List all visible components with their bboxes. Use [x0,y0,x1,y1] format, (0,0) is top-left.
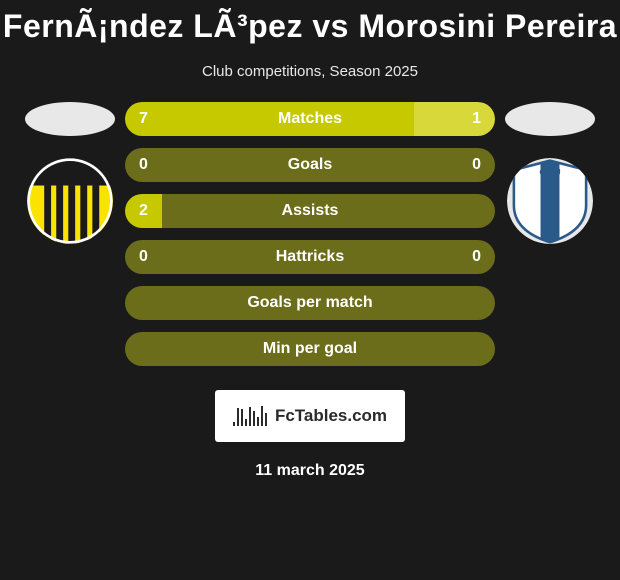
stat-bar-matches: 7 1 Matches [125,102,495,136]
stat-label: Matches [278,110,342,128]
right-avatar-placeholder [505,102,595,136]
stat-value-right: 0 [472,248,481,266]
stat-value-right: 0 [472,156,481,174]
stat-bar-assists: 2 Assists [125,194,495,228]
stat-bar-min-per-goal: Min per goal [125,332,495,366]
juventud-crest-icon: C A J [507,158,593,244]
stats-column: 7 1 Matches 0 0 Goals 2 Assists 0 0 Hattricks Goals… [125,102,495,442]
svg-text:C A J: C A J [539,167,561,177]
stat-label: Hattricks [276,248,344,266]
right-player-col: C A J [495,102,605,244]
stat-bar-goals-per-match: Goals per match [125,286,495,320]
penarol-crest-icon [27,158,113,244]
stat-bar-hattricks: 0 0 Hattricks [125,240,495,274]
stat-bar-goals: 0 0 Goals [125,148,495,182]
comparison-row: 7 1 Matches 0 0 Goals 2 Assists 0 0 Hattricks Goals… [0,102,620,442]
stat-label: Assists [282,202,339,220]
left-avatar-placeholder [25,102,115,136]
stat-fill-left [125,102,414,136]
page-title: FernÃ¡ndez LÃ³pez vs Morosini Pereira [3,8,617,45]
fctables-bars-icon [233,406,267,426]
stat-value-left: 0 [139,156,148,174]
stat-label: Goals [288,156,332,174]
fctables-watermark[interactable]: FcTables.com [215,390,405,442]
left-player-col [15,102,125,244]
stat-label: Goals per match [247,294,372,312]
stat-label: Min per goal [263,340,357,358]
stat-value-left: 0 [139,248,148,266]
stat-fill-right [414,102,495,136]
stat-value-left: 7 [139,110,148,128]
date-label: 11 march 2025 [255,462,364,480]
stat-value-left: 2 [139,202,148,220]
stat-value-right: 1 [472,110,481,128]
fctables-label: FcTables.com [275,406,387,426]
subtitle: Club competitions, Season 2025 [202,63,418,80]
